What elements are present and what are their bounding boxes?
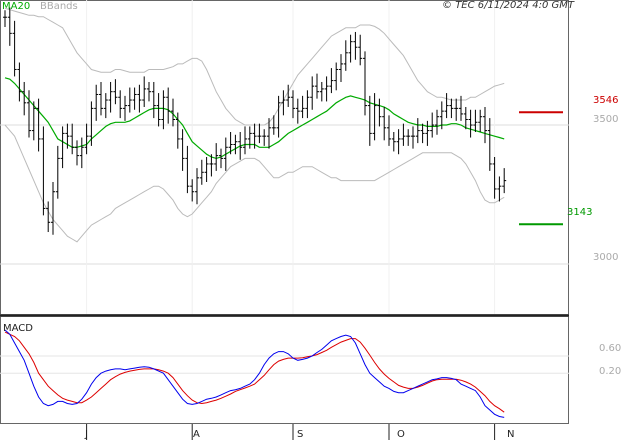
ma20-legend: MA20 bbox=[2, 1, 30, 12]
macd-label: MACD bbox=[3, 323, 33, 334]
key-levels bbox=[519, 111, 563, 226]
x-tick-label: O bbox=[397, 429, 405, 440]
bbands-lower-line bbox=[4, 124, 505, 243]
macd-line bbox=[4, 329, 505, 418]
x-tick-label: S bbox=[297, 429, 303, 440]
x-tick-label: N bbox=[507, 429, 514, 440]
macd-lines bbox=[4, 329, 505, 418]
x-tick-label: A bbox=[193, 429, 200, 440]
copyright-text: © TEC 6/11/2024 4:0 GMT bbox=[442, 0, 575, 11]
grid-lines bbox=[0, 0, 569, 374]
resistance-label: 3546 bbox=[593, 95, 618, 106]
macd-tick-label: 0.20 bbox=[599, 366, 621, 377]
macd-tick-label: 0.60 bbox=[599, 343, 621, 354]
bbands-legend: BBands bbox=[40, 1, 78, 12]
support-label: 3143 bbox=[567, 207, 592, 218]
price-tick-label: 3500 bbox=[593, 114, 618, 125]
price-bars bbox=[3, 7, 507, 235]
x-tick-label: J bbox=[84, 429, 88, 440]
macd-panel-frame bbox=[0, 316, 569, 424]
price-tick-label: 3000 bbox=[593, 252, 618, 263]
price-panel-frame bbox=[0, 0, 569, 315]
x-axis bbox=[86, 424, 496, 440]
bbands-upper-line bbox=[4, 7, 505, 126]
signal-line bbox=[4, 331, 505, 413]
